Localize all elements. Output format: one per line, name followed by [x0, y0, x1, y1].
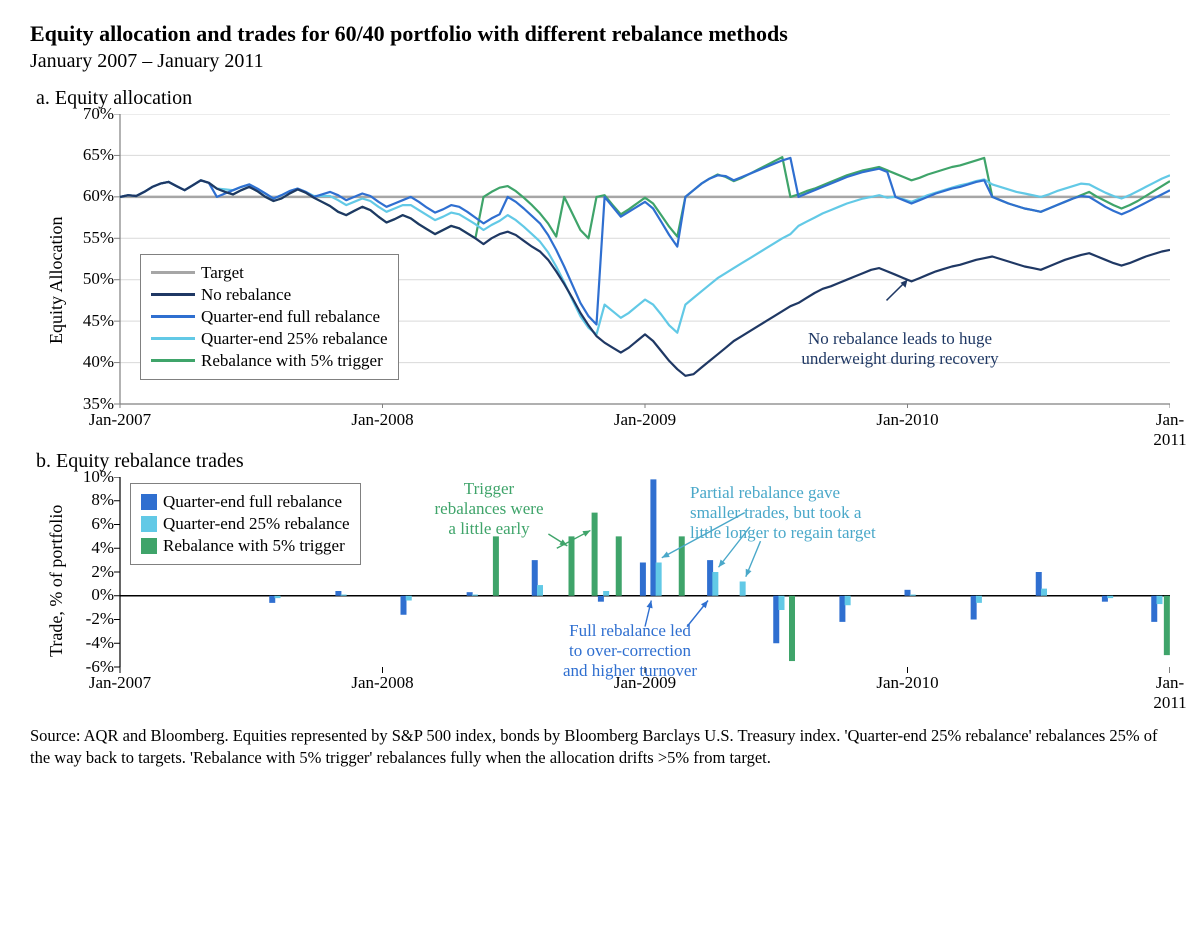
chart-a: Equity Allocation 35%40%45%50%55%60%65%7…	[30, 114, 1170, 444]
legend-label-no-rebalance: No rebalance	[201, 285, 291, 305]
legend-line-no-rebalance	[151, 293, 195, 296]
legend-row: Rebalance with 5% trigger	[141, 536, 350, 556]
panel-b-label: b. Equity rebalance trades	[36, 450, 1170, 473]
legend-swatch	[141, 516, 157, 532]
x-tick-label: Jan-2007	[89, 673, 151, 693]
legend-line-trigger-rebalance	[151, 359, 195, 362]
annotation-trigger-early-text: Triggerrebalances werea little early	[434, 479, 543, 539]
legend-line-partial-rebalance	[151, 337, 195, 340]
legend-line-full-rebalance	[151, 315, 195, 318]
annotation-partial: Partial rebalance gavesmaller trades, bu…	[690, 483, 930, 544]
annotation-full: Full rebalance ledto over-correctionand …	[530, 621, 730, 682]
legend-target: Target	[151, 263, 388, 283]
legend-label-target: Target	[201, 263, 244, 283]
x-tick-label: Jan-2011	[1153, 410, 1186, 450]
x-tick-label: Jan-2008	[351, 410, 413, 430]
annotation-trigger-early: Triggerrebalances werea little early	[414, 479, 564, 540]
chart-a-annotation-text: No rebalance leads to hugeunderweight du…	[801, 329, 998, 368]
legend-label-trigger-rebalance: Rebalance with 5% trigger	[201, 351, 383, 371]
legend-swatch	[141, 538, 157, 554]
footnote: Source: AQR and Bloomberg. Equities repr…	[30, 725, 1170, 770]
legend-label-full-rebalance: Quarter-end full rebalance	[201, 307, 380, 327]
annotation-full-text: Full rebalance ledto over-correctionand …	[563, 621, 697, 681]
legend-full-rebalance: Quarter-end full rebalance	[151, 307, 388, 327]
legend-no-rebalance: No rebalance	[151, 285, 388, 305]
legend-row: Quarter-end full rebalance	[141, 492, 350, 512]
x-tick-label: Jan-2009	[614, 410, 676, 430]
legend-label: Quarter-end 25% rebalance	[163, 514, 350, 534]
panel-a-label: a. Equity allocation	[36, 87, 1170, 110]
x-tick-label: Jan-2010	[876, 673, 938, 693]
legend-line-target	[151, 271, 195, 274]
legend-label-partial-rebalance: Quarter-end 25% rebalance	[201, 329, 388, 349]
legend-label: Quarter-end full rebalance	[163, 492, 342, 512]
annotation-partial-text: Partial rebalance gavesmaller trades, bu…	[690, 483, 876, 543]
chart-a-legend: Target No rebalance Quarter-end full reb…	[140, 254, 399, 380]
x-tick-label: Jan-2008	[351, 673, 413, 693]
x-tick-label: Jan-2007	[89, 410, 151, 430]
legend-row: Quarter-end 25% rebalance	[141, 514, 350, 534]
legend-partial-rebalance: Quarter-end 25% rebalance	[151, 329, 388, 349]
date-range: January 2007 – January 2011	[30, 50, 1170, 73]
chart-b: Trade, % of portfolio -6%-4%-2%0%2%4%6%8…	[30, 477, 1170, 713]
legend-swatch	[141, 494, 157, 510]
x-tick-label: Jan-2011	[1153, 673, 1186, 713]
x-tick-label: Jan-2010	[876, 410, 938, 430]
chart-a-annotation: No rebalance leads to hugeunderweight du…	[770, 329, 1030, 370]
main-title: Equity allocation and trades for 60/40 p…	[30, 20, 1170, 48]
legend-label: Rebalance with 5% trigger	[163, 536, 345, 556]
chart-b-legend: Quarter-end full rebalanceQuarter-end 25…	[130, 483, 361, 565]
page: Equity allocation and trades for 60/40 p…	[0, 0, 1200, 929]
legend-trigger-rebalance: Rebalance with 5% trigger	[151, 351, 388, 371]
